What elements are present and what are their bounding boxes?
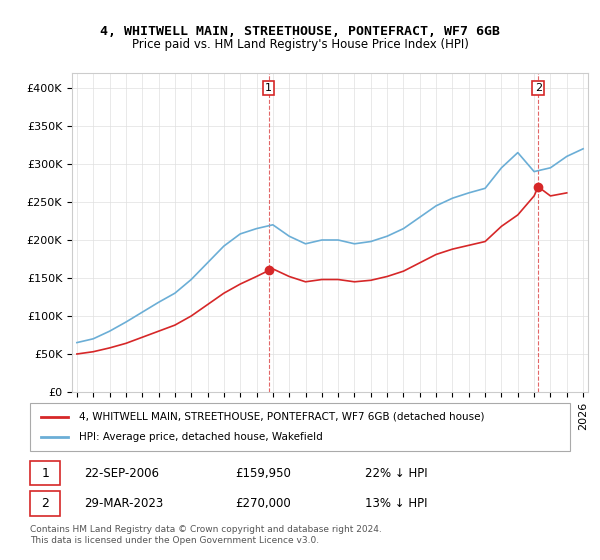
Text: HPI: Average price, detached house, Wakefield: HPI: Average price, detached house, Wake… (79, 432, 322, 442)
Text: Contains HM Land Registry data © Crown copyright and database right 2024.
This d: Contains HM Land Registry data © Crown c… (30, 525, 382, 545)
Text: 2: 2 (535, 83, 542, 93)
Text: 1: 1 (41, 466, 49, 480)
Text: 13% ↓ HPI: 13% ↓ HPI (365, 497, 427, 510)
FancyBboxPatch shape (30, 403, 570, 451)
Text: 2: 2 (41, 497, 49, 510)
FancyBboxPatch shape (30, 491, 60, 516)
Text: 4, WHITWELL MAIN, STREETHOUSE, PONTEFRACT, WF7 6GB (detached house): 4, WHITWELL MAIN, STREETHOUSE, PONTEFRAC… (79, 412, 484, 422)
Text: £270,000: £270,000 (235, 497, 291, 510)
Text: 1: 1 (265, 83, 272, 93)
Text: £159,950: £159,950 (235, 466, 291, 480)
Text: 22-SEP-2006: 22-SEP-2006 (84, 466, 159, 480)
FancyBboxPatch shape (30, 461, 60, 486)
Text: 22% ↓ HPI: 22% ↓ HPI (365, 466, 427, 480)
Text: 4, WHITWELL MAIN, STREETHOUSE, PONTEFRACT, WF7 6GB: 4, WHITWELL MAIN, STREETHOUSE, PONTEFRAC… (100, 25, 500, 38)
Text: 29-MAR-2023: 29-MAR-2023 (84, 497, 163, 510)
Text: Price paid vs. HM Land Registry's House Price Index (HPI): Price paid vs. HM Land Registry's House … (131, 38, 469, 51)
